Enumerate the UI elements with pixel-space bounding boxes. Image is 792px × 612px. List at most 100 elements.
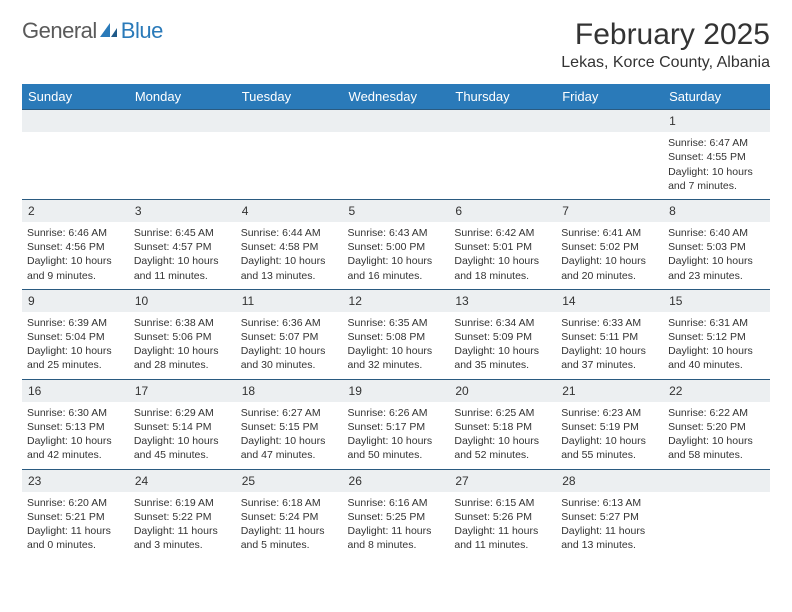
day-number-cell <box>556 110 663 133</box>
daylight-text: Daylight: 10 hours <box>27 434 124 448</box>
day-detail-cell: Sunrise: 6:23 AMSunset: 5:19 PMDaylight:… <box>556 402 663 469</box>
day-detail-row: Sunrise: 6:20 AMSunset: 5:21 PMDaylight:… <box>22 492 770 559</box>
sunset-text: Sunset: 5:01 PM <box>454 240 551 254</box>
sunset-text: Sunset: 5:17 PM <box>348 420 445 434</box>
day-detail-cell: Sunrise: 6:18 AMSunset: 5:24 PMDaylight:… <box>236 492 343 559</box>
daylight-text: Daylight: 10 hours <box>27 344 124 358</box>
day-number-cell: 28 <box>556 469 663 492</box>
daylight-text: and 3 minutes. <box>134 538 231 552</box>
daynum-row: 1 <box>22 110 770 133</box>
daylight-text: and 37 minutes. <box>561 358 658 372</box>
col-saturday: Saturday <box>663 84 770 110</box>
sunrise-text: Sunrise: 6:23 AM <box>561 406 658 420</box>
day-detail-cell: Sunrise: 6:16 AMSunset: 5:25 PMDaylight:… <box>343 492 450 559</box>
daylight-text: and 23 minutes. <box>668 269 765 283</box>
daylight-text: Daylight: 11 hours <box>134 524 231 538</box>
day-detail-cell: Sunrise: 6:29 AMSunset: 5:14 PMDaylight:… <box>129 402 236 469</box>
day-detail-cell: Sunrise: 6:36 AMSunset: 5:07 PMDaylight:… <box>236 312 343 379</box>
day-detail-cell: Sunrise: 6:15 AMSunset: 5:26 PMDaylight:… <box>449 492 556 559</box>
daylight-text: and 11 minutes. <box>454 538 551 552</box>
col-tuesday: Tuesday <box>236 84 343 110</box>
day-number-cell <box>129 110 236 133</box>
sunset-text: Sunset: 5:24 PM <box>241 510 338 524</box>
daylight-text: Daylight: 10 hours <box>561 254 658 268</box>
sunrise-text: Sunrise: 6:36 AM <box>241 316 338 330</box>
daylight-text: Daylight: 10 hours <box>561 344 658 358</box>
daylight-text: Daylight: 11 hours <box>348 524 445 538</box>
day-number-cell <box>449 110 556 133</box>
day-number-cell: 6 <box>449 199 556 222</box>
day-detail-row: Sunrise: 6:47 AMSunset: 4:55 PMDaylight:… <box>22 132 770 199</box>
sunrise-text: Sunrise: 6:45 AM <box>134 226 231 240</box>
sunset-text: Sunset: 5:13 PM <box>27 420 124 434</box>
daylight-text: and 58 minutes. <box>668 448 765 462</box>
day-number-cell: 2 <box>22 199 129 222</box>
day-detail-row: Sunrise: 6:30 AMSunset: 5:13 PMDaylight:… <box>22 402 770 469</box>
day-detail-row: Sunrise: 6:39 AMSunset: 5:04 PMDaylight:… <box>22 312 770 379</box>
col-friday: Friday <box>556 84 663 110</box>
sunrise-text: Sunrise: 6:31 AM <box>668 316 765 330</box>
sunrise-text: Sunrise: 6:39 AM <box>27 316 124 330</box>
day-detail-row: Sunrise: 6:46 AMSunset: 4:56 PMDaylight:… <box>22 222 770 289</box>
daylight-text: and 55 minutes. <box>561 448 658 462</box>
sunset-text: Sunset: 5:07 PM <box>241 330 338 344</box>
day-detail-cell: Sunrise: 6:38 AMSunset: 5:06 PMDaylight:… <box>129 312 236 379</box>
daylight-text: Daylight: 11 hours <box>454 524 551 538</box>
daylight-text: and 7 minutes. <box>668 179 765 193</box>
sunrise-text: Sunrise: 6:46 AM <box>27 226 124 240</box>
title-block: February 2025 Lekas, Korce County, Alban… <box>561 18 770 72</box>
sunrise-text: Sunrise: 6:30 AM <box>27 406 124 420</box>
day-detail-cell <box>236 132 343 199</box>
day-number-cell: 15 <box>663 289 770 312</box>
day-detail-cell: Sunrise: 6:27 AMSunset: 5:15 PMDaylight:… <box>236 402 343 469</box>
daylight-text: and 42 minutes. <box>27 448 124 462</box>
sunset-text: Sunset: 5:00 PM <box>348 240 445 254</box>
day-number-cell: 17 <box>129 379 236 402</box>
day-number-cell: 21 <box>556 379 663 402</box>
daylight-text: Daylight: 10 hours <box>27 254 124 268</box>
daylight-text: and 52 minutes. <box>454 448 551 462</box>
sunrise-text: Sunrise: 6:43 AM <box>348 226 445 240</box>
sunrise-text: Sunrise: 6:41 AM <box>561 226 658 240</box>
day-number-cell: 24 <box>129 469 236 492</box>
day-detail-cell: Sunrise: 6:35 AMSunset: 5:08 PMDaylight:… <box>343 312 450 379</box>
day-detail-cell: Sunrise: 6:22 AMSunset: 5:20 PMDaylight:… <box>663 402 770 469</box>
sunset-text: Sunset: 5:09 PM <box>454 330 551 344</box>
daylight-text: Daylight: 10 hours <box>668 254 765 268</box>
daylight-text: and 32 minutes. <box>348 358 445 372</box>
day-detail-cell <box>22 132 129 199</box>
day-detail-cell: Sunrise: 6:42 AMSunset: 5:01 PMDaylight:… <box>449 222 556 289</box>
day-number-cell: 14 <box>556 289 663 312</box>
day-detail-cell: Sunrise: 6:47 AMSunset: 4:55 PMDaylight:… <box>663 132 770 199</box>
sunrise-text: Sunrise: 6:20 AM <box>27 496 124 510</box>
day-number-cell: 13 <box>449 289 556 312</box>
daylight-text: and 25 minutes. <box>27 358 124 372</box>
daylight-text: and 18 minutes. <box>454 269 551 283</box>
day-number-cell: 8 <box>663 199 770 222</box>
day-detail-cell: Sunrise: 6:26 AMSunset: 5:17 PMDaylight:… <box>343 402 450 469</box>
day-number-cell: 22 <box>663 379 770 402</box>
sunrise-text: Sunrise: 6:42 AM <box>454 226 551 240</box>
day-detail-cell: Sunrise: 6:41 AMSunset: 5:02 PMDaylight:… <box>556 222 663 289</box>
sunset-text: Sunset: 5:26 PM <box>454 510 551 524</box>
day-number-cell: 18 <box>236 379 343 402</box>
day-detail-cell: Sunrise: 6:20 AMSunset: 5:21 PMDaylight:… <box>22 492 129 559</box>
day-number-cell: 19 <box>343 379 450 402</box>
day-detail-cell: Sunrise: 6:44 AMSunset: 4:58 PMDaylight:… <box>236 222 343 289</box>
daylight-text: and 8 minutes. <box>348 538 445 552</box>
sunrise-text: Sunrise: 6:26 AM <box>348 406 445 420</box>
daylight-text: and 45 minutes. <box>134 448 231 462</box>
sunrise-text: Sunrise: 6:18 AM <box>241 496 338 510</box>
day-detail-cell <box>449 132 556 199</box>
sunset-text: Sunset: 5:11 PM <box>561 330 658 344</box>
sunrise-text: Sunrise: 6:40 AM <box>668 226 765 240</box>
day-detail-cell: Sunrise: 6:45 AMSunset: 4:57 PMDaylight:… <box>129 222 236 289</box>
day-detail-cell: Sunrise: 6:39 AMSunset: 5:04 PMDaylight:… <box>22 312 129 379</box>
sunrise-text: Sunrise: 6:47 AM <box>668 136 765 150</box>
col-sunday: Sunday <box>22 84 129 110</box>
sunrise-text: Sunrise: 6:38 AM <box>134 316 231 330</box>
daylight-text: Daylight: 11 hours <box>241 524 338 538</box>
day-number-cell: 25 <box>236 469 343 492</box>
month-title: February 2025 <box>561 18 770 52</box>
daylight-text: Daylight: 10 hours <box>668 344 765 358</box>
